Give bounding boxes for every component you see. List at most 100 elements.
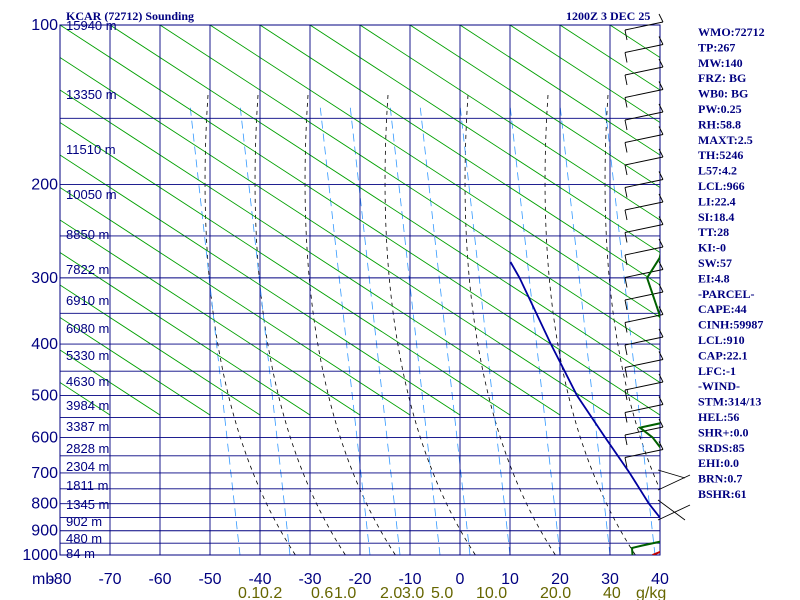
- sounding-index: SHR+:0.0: [698, 425, 749, 439]
- wind-barb: [624, 359, 664, 368]
- wind-barb-flag: [658, 216, 664, 225]
- wind-barb: [624, 21, 664, 31]
- moist-adiabat: [204, 94, 296, 555]
- sounding-index: BSHR:61: [698, 487, 747, 501]
- mixing-ratio-line: [349, 104, 401, 555]
- temp-tick-label: -20: [348, 571, 371, 588]
- dry-adiabat: [559, 25, 660, 91]
- sounding-index: PW:0.25: [698, 102, 742, 116]
- wind-barb-flag: [658, 58, 664, 68]
- moist-adiabat: [544, 94, 636, 555]
- wind-barb-flag: [658, 13, 664, 23]
- wind-barb: [624, 336, 664, 346]
- pressure-label: 1000: [22, 547, 58, 564]
- wind-barb-flag: [658, 328, 664, 338]
- temp-tick-label: -80: [48, 571, 71, 588]
- wind-barb-staff: [624, 52, 628, 63]
- sounding-index: WB0: BG: [698, 87, 748, 101]
- dry-adiabat: [0, 25, 10, 415]
- wind-barb-staff: [624, 74, 628, 86]
- sounding-index: KI:-0: [698, 241, 726, 255]
- pressure-unit: mb: [32, 571, 54, 588]
- wind-barb-staff: [624, 97, 628, 108]
- dry-adiabat: [60, 219, 361, 416]
- sounding-index: LCL:910: [698, 333, 745, 347]
- wind-barb-flag: [658, 81, 664, 90]
- height-label: 10050 m: [66, 187, 117, 202]
- dry-adiabat: [60, 284, 261, 416]
- pressure-label: 500: [31, 387, 58, 404]
- pressure-label: 800: [31, 496, 58, 513]
- sounding-index: SW:57: [698, 256, 732, 270]
- sounding-index: EHI:0.0: [698, 456, 739, 470]
- pressure-label: 600: [31, 429, 58, 446]
- height-label: 2304 m: [66, 459, 109, 474]
- wind-barb-staff: [624, 322, 628, 333]
- wind-barb-staff: [624, 367, 628, 378]
- wind-barb-flag: [658, 36, 664, 45]
- sounding-index: EI:4.8: [698, 271, 730, 285]
- moist-adiabat: [384, 94, 476, 555]
- mixing-ratio-label: 3.0: [402, 585, 424, 600]
- wind-barb-flag: [658, 103, 664, 113]
- height-label: 15940 m: [66, 18, 117, 33]
- mixing-ratio-line: [189, 104, 241, 555]
- mixing-ratio-label: 5.0: [431, 585, 453, 600]
- wind-barb: [624, 269, 664, 278]
- wind-barb-staff: [624, 164, 628, 176]
- wind-barb-staff: [624, 254, 628, 266]
- temp-tick-label: 40: [651, 571, 669, 588]
- sounding-index: MAXT:2.5: [698, 133, 753, 147]
- temp-tick-label: -50: [198, 571, 221, 588]
- height-label: 1345 m: [66, 497, 109, 512]
- sounding-index: SRDS:85: [698, 441, 745, 455]
- height-label: 6080 m: [66, 321, 109, 336]
- wind-barb-staff: [624, 457, 628, 468]
- sounding-index: -WIND-: [698, 379, 740, 393]
- wind-barb: [624, 89, 664, 98]
- wind-barb: [624, 381, 664, 391]
- sounding-index: TT:28: [698, 225, 729, 239]
- wind-barb-staff: [624, 412, 628, 423]
- sounding-index: CINH:59987: [698, 318, 763, 332]
- wind-barb: [624, 404, 664, 413]
- wind-barb-flag: [658, 148, 664, 158]
- wind-barb-staff: [624, 389, 628, 401]
- wind-barb-flag: [658, 441, 664, 450]
- sounding-index: MW:140: [698, 56, 743, 70]
- dry-adiabat: [760, 25, 800, 415]
- sounding-index: BRN:0.7: [698, 472, 742, 486]
- wind-barb: [624, 111, 664, 121]
- pressure-label: 300: [31, 270, 58, 287]
- height-label: 1811 m: [66, 478, 108, 493]
- wind-barbs: [624, 13, 691, 521]
- height-label: 7822 m: [66, 262, 109, 277]
- sounding-index: FRZ: BG: [698, 71, 746, 85]
- dry-adiabat: [60, 251, 311, 416]
- wind-barb-low: [657, 469, 691, 521]
- wind-barb-staff: [624, 119, 628, 131]
- mixing-ratio-label: 0.1: [238, 585, 260, 600]
- sounding-index: -PARCEL-: [698, 287, 754, 301]
- moist-adiabat: [604, 94, 660, 491]
- height-label: 3387 m: [66, 419, 109, 434]
- wind-barb-staff: [624, 434, 628, 446]
- sounding-index: WMO:72712: [698, 25, 765, 39]
- dewpoint-line: [630, 251, 660, 555]
- temp-tick-label: 0: [456, 571, 465, 588]
- temp-tick-label: 30: [601, 571, 619, 588]
- height-label: 480 m: [66, 531, 102, 546]
- wind-barb-flag: [658, 351, 664, 360]
- wind-barb: [624, 156, 664, 166]
- wind-barb: [624, 449, 664, 458]
- temp-tick-label: -70: [98, 571, 121, 588]
- mixing-ratio-line: [239, 104, 291, 555]
- sounding-index: LCL:966: [698, 179, 745, 193]
- temp-tick-label: -10: [398, 571, 421, 588]
- wind-barb-flag: [658, 193, 664, 203]
- sounding-index: HEL:56: [698, 410, 739, 424]
- sounding-index: SI:18.4: [698, 210, 734, 224]
- height-label: 902 m: [66, 514, 102, 529]
- wind-barb-staff: [624, 209, 628, 221]
